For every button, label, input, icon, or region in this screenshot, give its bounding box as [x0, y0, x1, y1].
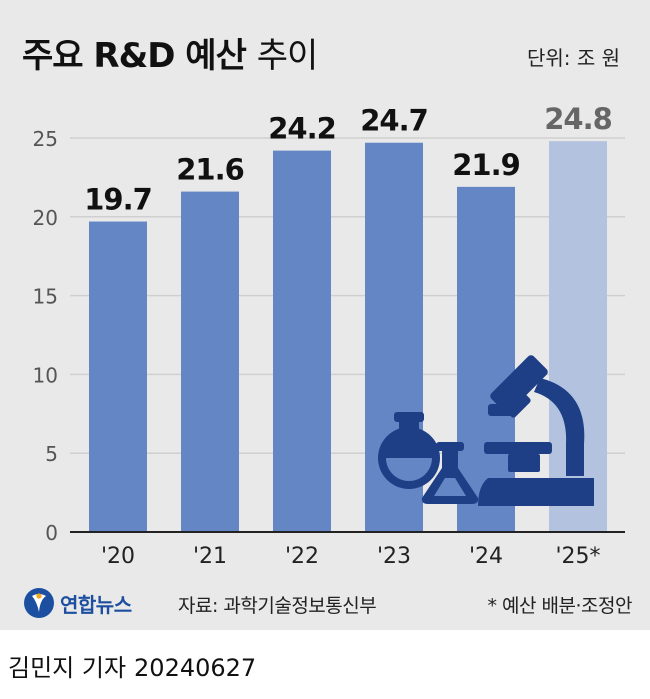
unit-label: 단위: 조 원: [526, 46, 620, 70]
bar-4: [457, 186, 515, 532]
science-icons: [378, 355, 594, 506]
author-name: 김민지 기자: [8, 654, 127, 682]
x-tick-label-2: '22: [285, 544, 319, 569]
y-tick-label: 15: [33, 285, 58, 309]
title-bold: 주요 R&D 예산: [22, 36, 247, 76]
value-label-4: 21.9: [452, 148, 520, 182]
y-tick-label: 0: [45, 521, 58, 545]
microscope-icon: [478, 355, 594, 506]
bars: [89, 141, 607, 533]
bar-chart: 19.7 21.6 24.2 24.7 21.9 24.8 0 5 10 15 20 25 '20 '2…: [33, 102, 625, 569]
value-label-5: 24.8: [544, 102, 612, 136]
logo-text: 연합뉴스: [60, 592, 132, 617]
value-label-0: 19.7: [84, 183, 152, 217]
yonhap-logo-icon: [24, 588, 54, 618]
axes: 0 5 10 15 20 25 '20 '21 '22 '23 '24 '25*: [33, 127, 625, 569]
bar-1: [181, 191, 239, 533]
x-tick-label-5: '25*: [555, 544, 600, 569]
footnote-text: * 예산 배분·조정안: [487, 595, 633, 617]
y-tick-label: 20: [33, 206, 58, 230]
value-label-1: 21.6: [176, 153, 244, 187]
grid-lines: [70, 137, 625, 454]
byline: 김민지 기자 20240627: [8, 648, 256, 683]
y-tick-label: 5: [45, 442, 58, 466]
y-tick-label: 10: [33, 363, 58, 387]
flask-icon: [378, 412, 440, 489]
x-tick-label-0: '20: [101, 544, 135, 569]
publish-date: 20240627: [134, 654, 257, 682]
x-tick-label-4: '24: [469, 544, 503, 569]
source-text: 자료: 과학기술정보통신부: [178, 595, 377, 617]
value-label-2: 24.2: [268, 112, 336, 146]
x-tick-label-3: '23: [377, 544, 411, 569]
chart-title: 주요 R&D 예산 추이: [22, 28, 319, 77]
bar-0: [89, 221, 147, 532]
beaker-icon: [421, 442, 479, 504]
value-label-3: 24.7: [360, 104, 428, 138]
title-thin: 추이: [256, 36, 319, 76]
yonhap-logo: 연합뉴스: [22, 586, 132, 620]
x-tick-label-1: '21: [193, 544, 227, 569]
value-labels: 19.7 21.6 24.2 24.7 21.9 24.8: [84, 102, 613, 217]
bar-2: [273, 150, 331, 532]
y-tick-label: 25: [33, 127, 58, 151]
